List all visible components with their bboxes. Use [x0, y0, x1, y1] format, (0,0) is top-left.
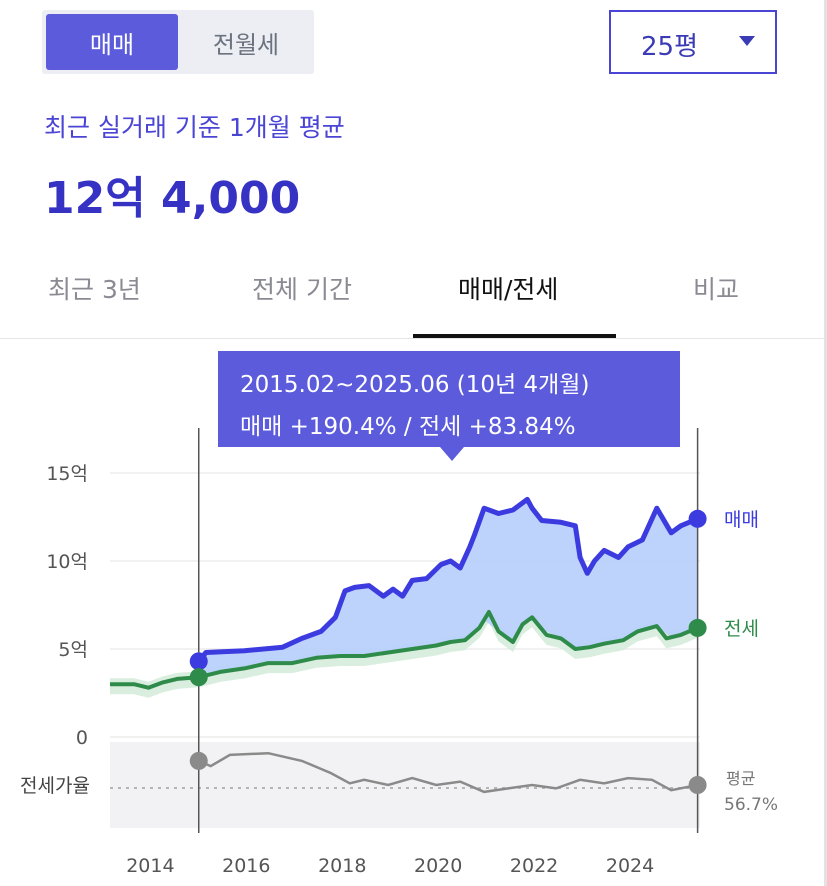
range-tooltip: 2015.02~2025.06 (10년 4개월) 매매 +190.4% / 전…: [218, 351, 680, 447]
ratio-start-point: [189, 751, 208, 770]
period-tabs: 최근 3년 전체 기간 매매/전세 비교: [0, 256, 827, 339]
x-tick-labels: 2014 2016 2018 2020 2022 2024: [126, 855, 654, 877]
x-tick-label: 2024: [606, 855, 654, 877]
x-tick-label: 2018: [318, 855, 366, 877]
tab-all-period[interactable]: 전체 기간: [252, 275, 352, 304]
jeonse-line: [110, 610, 699, 690]
ratio-average-label: 평균: [726, 769, 755, 788]
jeonse-end-point: [688, 618, 707, 637]
chevron-down-icon: [739, 36, 755, 46]
sale-area-fill: [198, 499, 698, 678]
deal-type-toggle: 매매 전월세: [42, 10, 314, 74]
y-tick-label: 10억: [46, 551, 88, 573]
ratio-layer: [198, 751, 698, 794]
panel-divider: [824, 0, 827, 886]
tab-compare[interactable]: 비교: [693, 275, 740, 304]
x-tick-label: 2014: [126, 855, 174, 877]
sale-line: [196, 496, 699, 663]
rent-tab-button[interactable]: 전월세: [212, 30, 280, 59]
ratio-end-point: [688, 776, 707, 794]
y-tick-labels: 0 5억 10억 15억: [46, 463, 88, 749]
price-subtitle: 최근 실거래 기준 1개월 평균: [44, 113, 345, 142]
ratio-average-value: 56.7%: [724, 795, 778, 815]
x-tick-label: 2022: [510, 855, 558, 877]
tab-recent-3y[interactable]: 최근 3년: [48, 275, 141, 304]
sale-series-label: 매매: [724, 509, 759, 531]
series-layer: [110, 496, 699, 698]
y-tick-label: 0: [76, 727, 88, 749]
sale-start-point: [189, 652, 208, 671]
sale-tab-button[interactable]: 매매: [46, 14, 178, 70]
size-select[interactable]: 25평: [609, 10, 777, 74]
jeonse-series-label: 전세: [724, 618, 759, 640]
jeonse-start-point: [189, 668, 208, 687]
tooltip-period: 2015.02~2025.06 (10년 4개월): [240, 372, 590, 398]
tooltip-change: 매매 +190.4% / 전세 +83.84%: [240, 414, 576, 440]
ratio-axis-label: 전세가율: [20, 775, 90, 797]
y-tick-label: 15억: [46, 463, 88, 485]
active-tab-indicator: [413, 334, 616, 338]
tooltip-arrow: [440, 447, 464, 461]
y-tick-label: 5억: [58, 639, 88, 661]
x-tick-label: 2020: [414, 855, 462, 877]
price-value: 12억 4,000: [44, 173, 301, 224]
tab-sale-jeonse[interactable]: 매매/전세: [458, 275, 559, 304]
sale-end-point: [688, 509, 707, 528]
ratio-line: [198, 751, 698, 794]
size-select-value: 25평: [641, 32, 699, 62]
ratio-panel-bg: [110, 742, 700, 828]
x-tick-label: 2016: [222, 855, 270, 877]
